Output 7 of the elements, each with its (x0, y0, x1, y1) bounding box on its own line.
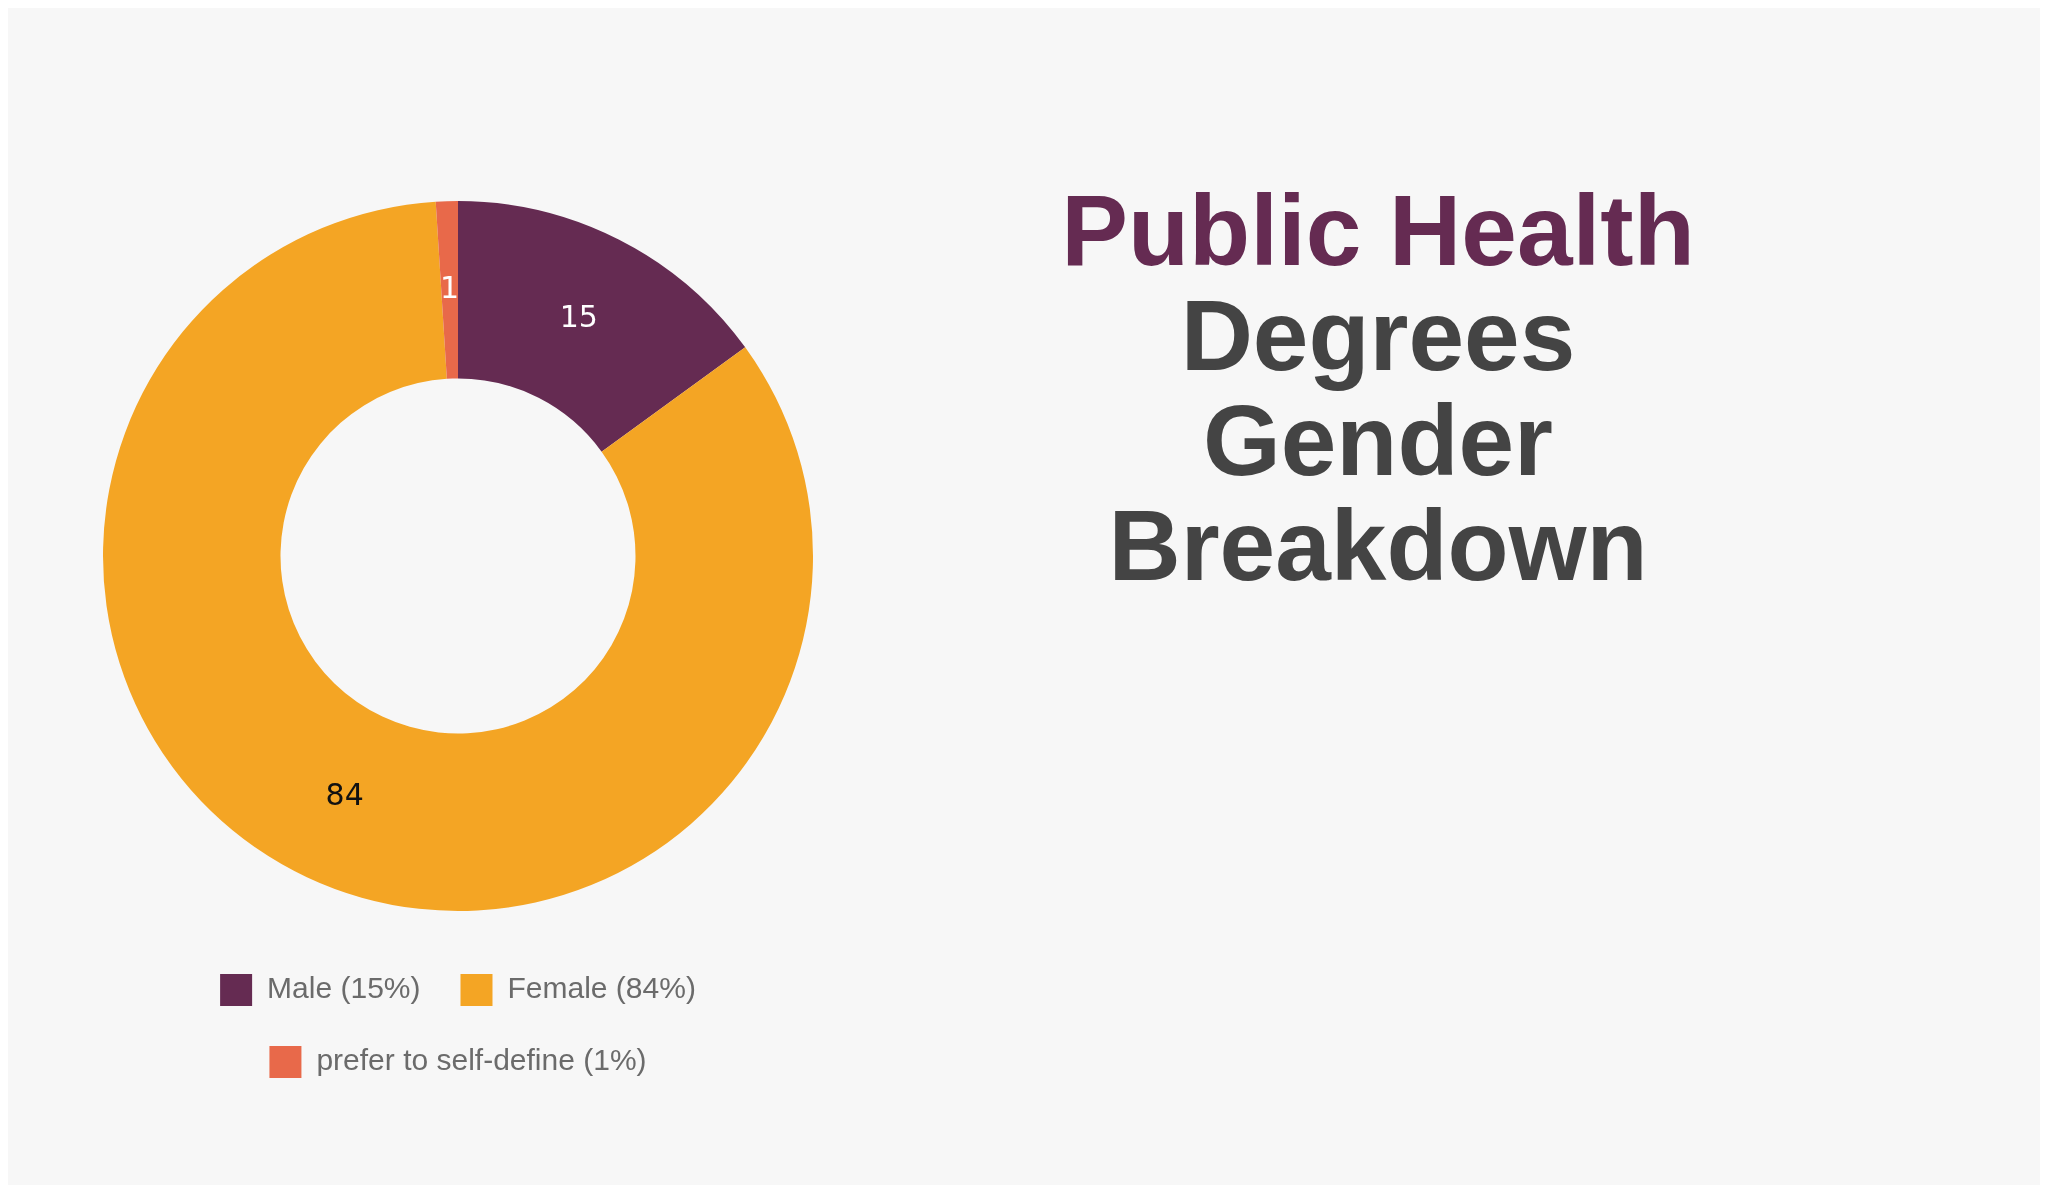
legend-label: Male (15%) (267, 971, 421, 1005)
data-label: 15 (559, 298, 598, 334)
legend-label: prefer to self-define (1%) (316, 1043, 647, 1077)
data-label: 1 (440, 269, 460, 305)
data-label: 84 (325, 776, 364, 812)
legend-label: Female (84%) (507, 971, 696, 1005)
text: Public Health Degrees Gender Breakdown (1060, 174, 1696, 601)
